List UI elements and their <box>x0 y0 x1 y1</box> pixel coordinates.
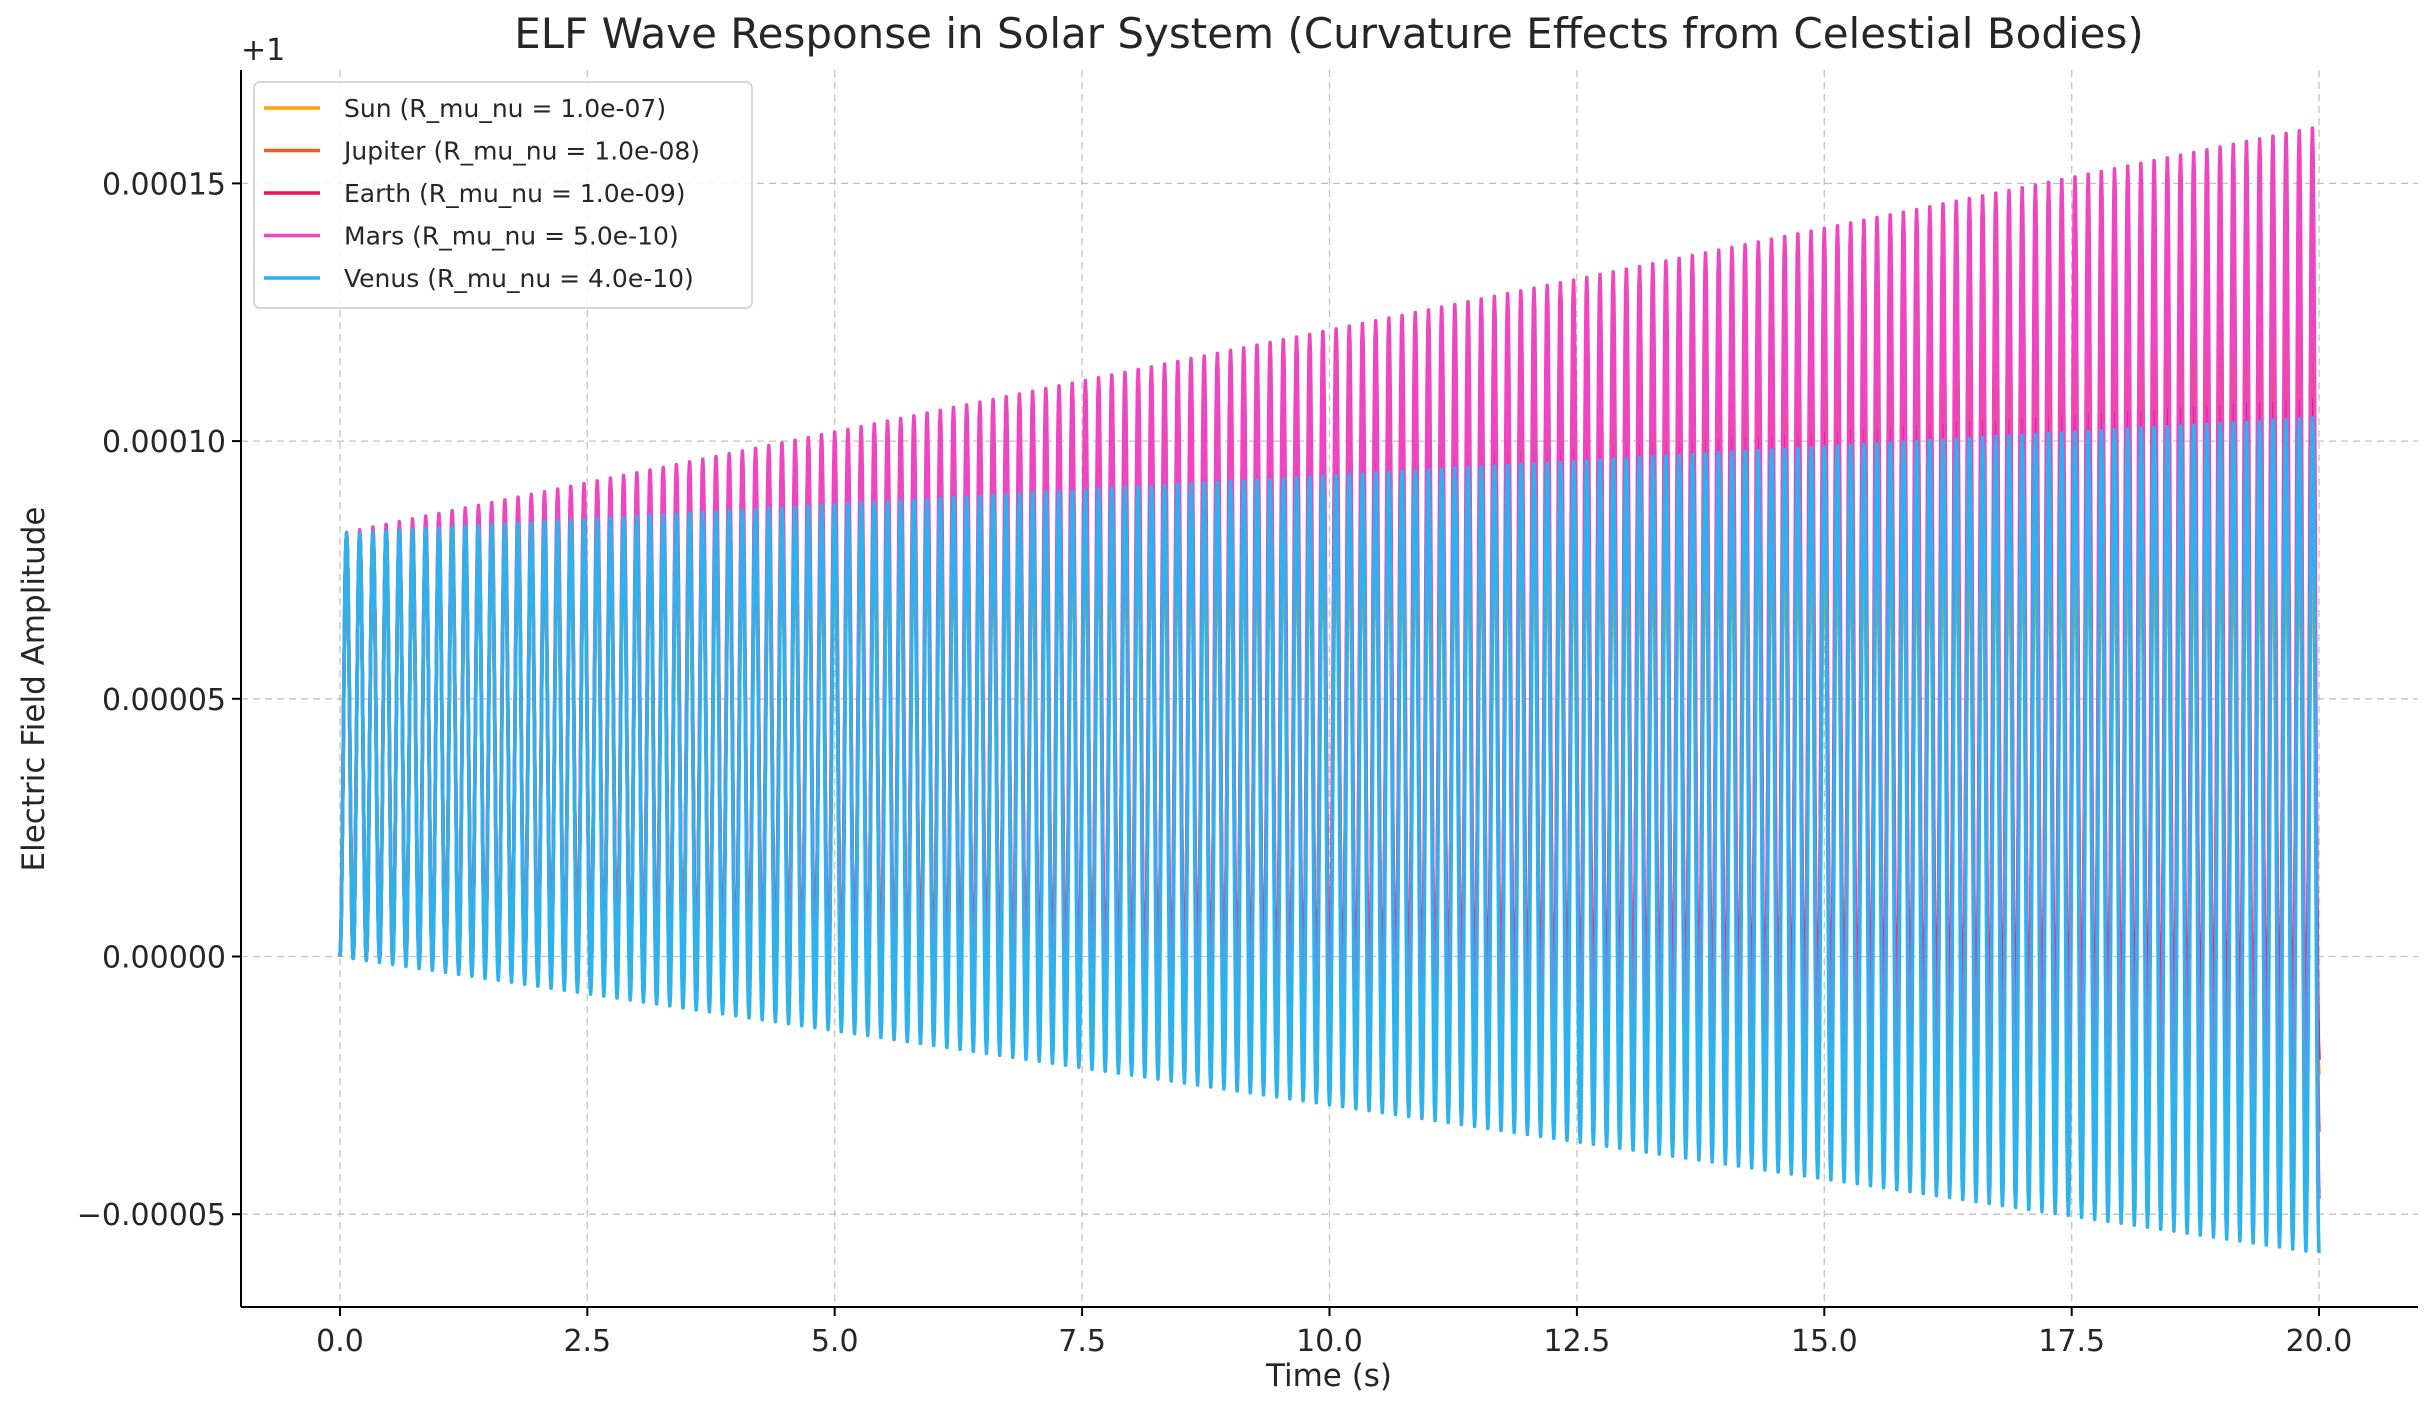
y-tick-label: 0.00015 <box>102 167 226 202</box>
y-tick-label: 0.00010 <box>102 425 226 460</box>
x-tick-label: 5.0 <box>811 1324 859 1359</box>
y-tick-label: 0.00005 <box>102 683 226 718</box>
plot-area <box>338 126 2321 1253</box>
x-tick-label: 17.5 <box>2038 1324 2105 1359</box>
x-tick-label: 2.5 <box>563 1324 611 1359</box>
legend-entry-label: Sun (R_mu_nu = 1.0e-07) <box>344 94 666 123</box>
legend-entry-label: Venus (R_mu_nu = 4.0e-10) <box>344 264 694 293</box>
y-tick-label: −0.00005 <box>77 1198 226 1233</box>
legend-frame <box>253 81 753 309</box>
x-tick-label: 20.0 <box>2286 1324 2353 1359</box>
chart-title: ELF Wave Response in Solar System (Curva… <box>514 9 2144 58</box>
y-axis-label: Electric Field Amplitude <box>16 507 52 872</box>
x-axis-label: Time (s) <box>1265 1358 1392 1394</box>
x-tick-label: 0.0 <box>316 1324 364 1359</box>
x-tick-label: 10.0 <box>1296 1324 1363 1359</box>
legend-entry-label: Mars (R_mu_nu = 5.0e-10) <box>344 222 679 251</box>
y-ticks: −0.00005 0.00000 0.00005 0.00010 0.00015 <box>77 167 241 1233</box>
x-tick-label: 7.5 <box>1058 1324 1106 1359</box>
x-ticks: 0.0 2.5 5.0 7.5 10.0 12.5 15.0 17.5 20.0 <box>316 1307 2352 1359</box>
y-tick-label: 0.00000 <box>102 941 226 976</box>
legend-entry-label: Jupiter (R_mu_nu = 1.0e-08) <box>342 137 700 166</box>
series-line-5 <box>338 416 2321 1253</box>
legend: Sun (R_mu_nu = 1.0e-07) Jupiter (R_mu_nu … <box>253 81 753 309</box>
y-offset-label: +1 <box>241 33 285 68</box>
x-tick-label: 12.5 <box>1544 1324 1611 1359</box>
legend-entry-label: Earth (R_mu_nu = 1.0e-09) <box>344 179 686 208</box>
x-tick-label: 15.0 <box>1791 1324 1858 1359</box>
